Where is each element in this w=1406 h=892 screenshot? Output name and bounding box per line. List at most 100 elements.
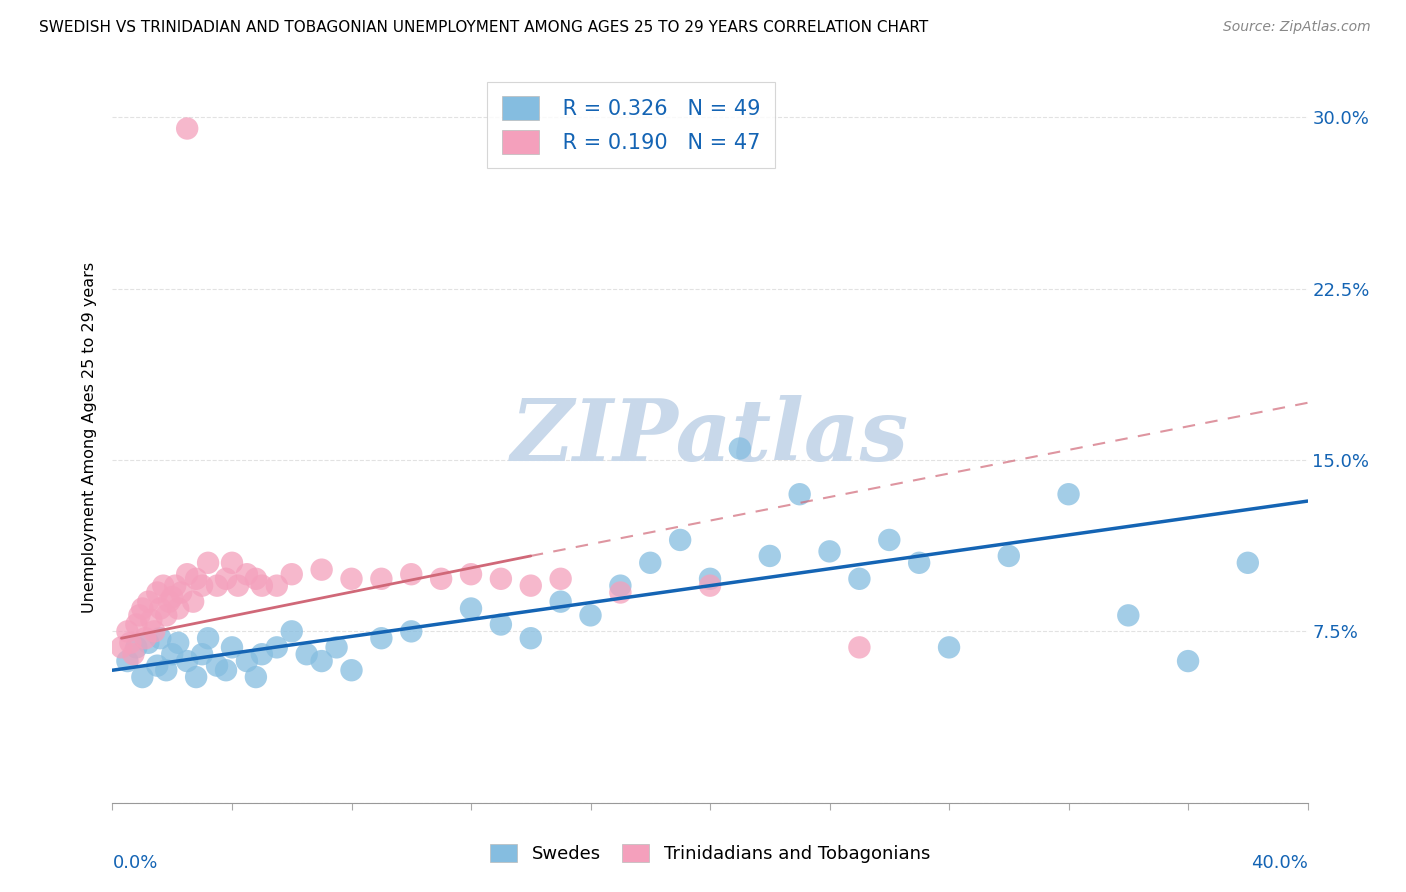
Point (460, 601, 482, 615)
Point (281, 624, 304, 639)
Point (125, 640, 148, 655)
Point (430, 572, 453, 586)
Point (609, 579, 631, 593)
Point (370, 572, 392, 586)
Point (110, 640, 132, 655)
Point (489, 572, 512, 586)
Point (370, 632, 392, 646)
Point (879, 533, 901, 547)
Point (640, 556, 662, 570)
Point (281, 567, 304, 582)
Point (176, 567, 198, 582)
Point (167, 636, 190, 650)
Point (818, 544, 841, 558)
Point (176, 121, 198, 136)
Point (146, 658, 169, 673)
Point (162, 647, 183, 661)
Point (170, 585, 193, 599)
Point (520, 632, 543, 646)
Point (181, 595, 204, 609)
Point (122, 647, 145, 661)
Point (489, 617, 512, 632)
Point (186, 572, 208, 586)
Point (191, 647, 214, 661)
Point (143, 624, 166, 639)
Point (460, 567, 482, 582)
Point (134, 632, 156, 646)
Text: Source: ZipAtlas.com: Source: ZipAtlas.com (1223, 20, 1371, 34)
Point (186, 670, 208, 684)
Point (759, 549, 782, 563)
Point (401, 624, 423, 639)
Point (197, 556, 219, 570)
Point (152, 579, 174, 593)
Point (146, 585, 169, 599)
Point (162, 590, 183, 604)
Point (215, 572, 238, 586)
Point (155, 663, 177, 677)
Text: 0.0%: 0.0% (112, 854, 157, 872)
Point (141, 613, 163, 627)
Point (236, 654, 259, 668)
Text: SWEDISH VS TRINIDADIAN AND TOBAGONIAN UNEMPLOYMENT AMONG AGES 25 TO 29 YEARS COR: SWEDISH VS TRINIDADIAN AND TOBAGONIAN UN… (39, 20, 928, 35)
Point (167, 601, 190, 615)
Point (340, 572, 363, 586)
Point (848, 572, 870, 586)
Point (295, 647, 318, 661)
Point (789, 487, 811, 501)
Point (266, 579, 288, 593)
Point (245, 670, 267, 684)
Point (149, 601, 172, 615)
Point (117, 654, 139, 668)
Point (1118, 608, 1140, 623)
Point (157, 595, 180, 609)
Point (1057, 487, 1080, 501)
Point (221, 640, 243, 655)
Point (728, 442, 751, 456)
Point (197, 632, 219, 646)
Point (311, 654, 333, 668)
Point (250, 647, 273, 661)
Point (149, 632, 172, 646)
Point (128, 608, 150, 623)
Point (699, 572, 721, 586)
Point (191, 579, 214, 593)
Text: 40.0%: 40.0% (1251, 854, 1308, 872)
Point (250, 579, 273, 593)
Point (1177, 654, 1199, 668)
Point (205, 579, 228, 593)
Point (236, 567, 259, 582)
Point (340, 663, 363, 677)
Point (215, 663, 238, 677)
Point (138, 595, 160, 609)
Point (138, 636, 160, 650)
Point (131, 670, 153, 684)
Point (125, 617, 148, 632)
Point (938, 640, 960, 655)
Point (325, 640, 347, 655)
Point (205, 658, 228, 673)
Point (579, 608, 602, 623)
Point (699, 579, 721, 593)
Point (550, 595, 572, 609)
Point (266, 640, 288, 655)
Point (165, 579, 187, 593)
Point (117, 624, 139, 639)
Point (221, 556, 243, 570)
Point (848, 640, 870, 655)
Legend: Swedes, Trinidadians and Tobagonians: Swedes, Trinidadians and Tobagonians (489, 844, 931, 863)
Point (226, 579, 249, 593)
Point (1237, 556, 1260, 570)
Point (176, 654, 198, 668)
Point (520, 579, 543, 593)
Point (609, 585, 631, 599)
Point (311, 563, 333, 577)
Point (908, 556, 931, 570)
Point (131, 601, 153, 615)
Point (998, 549, 1021, 563)
Point (120, 636, 142, 650)
Point (155, 608, 177, 623)
Y-axis label: Unemployment Among Ages 25 to 29 years: Unemployment Among Ages 25 to 29 years (82, 261, 97, 613)
Point (550, 572, 572, 586)
Text: ZIPatlas: ZIPatlas (510, 395, 910, 479)
